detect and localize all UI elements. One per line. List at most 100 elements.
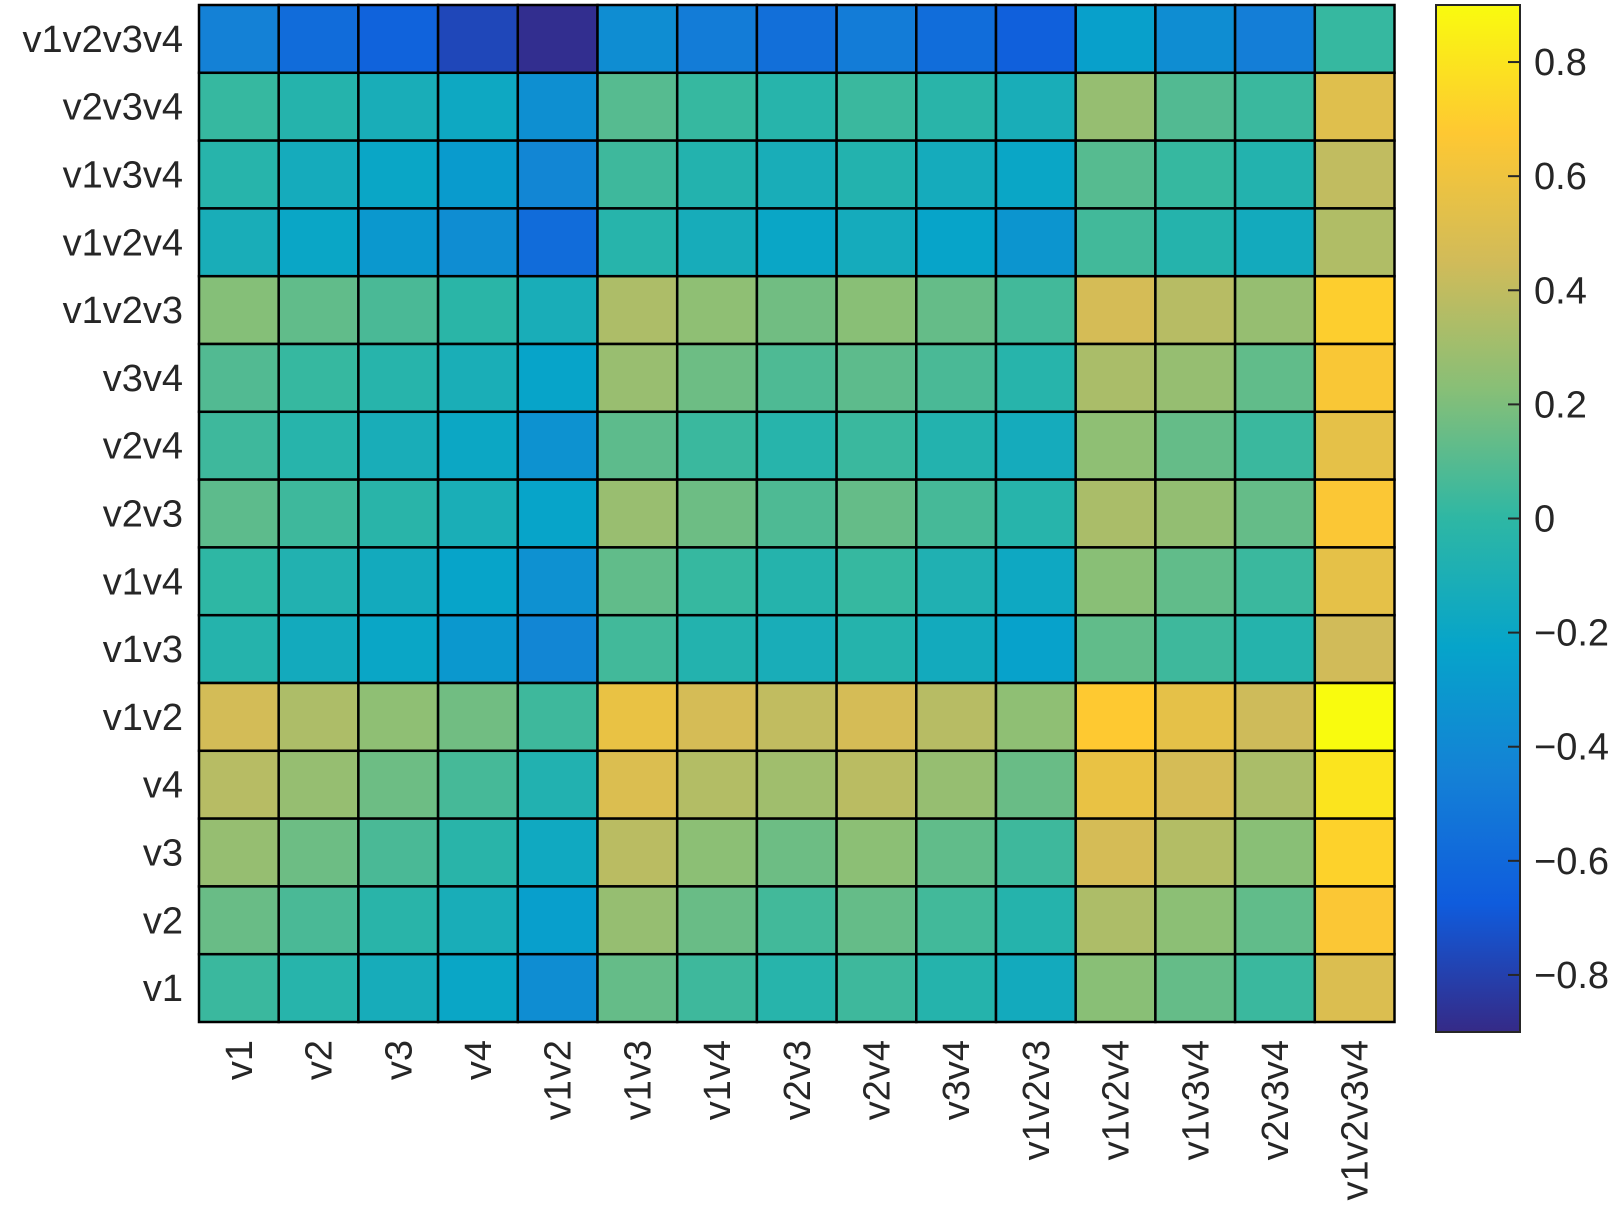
heatmap-cell: [1313, 342, 1396, 414]
heatmap-cell: [1154, 342, 1237, 414]
x-tick-label: v3v4: [936, 1040, 978, 1120]
heatmap-cell: [436, 613, 520, 685]
heatmap-cell: [1313, 139, 1396, 210]
heatmap-cell: [277, 207, 360, 278]
colorbar: [1435, 4, 1521, 1033]
heatmap-cell: [357, 342, 440, 414]
heatmap-cell: [436, 681, 520, 753]
heatmap-cells: [197, 3, 1396, 1024]
heatmap-cell: [994, 749, 1077, 820]
x-tick-label: v1v2: [538, 1040, 580, 1120]
y-tick-label: v2v3v4: [63, 87, 183, 129]
heatmap-cell: [675, 613, 759, 685]
heatmap-cell: [994, 207, 1077, 278]
heatmap-cell: [357, 207, 440, 278]
heatmap-cell: [675, 749, 759, 820]
colorbar-tick-label: 0.4: [1534, 270, 1587, 312]
heatmap-cell: [357, 546, 440, 617]
heatmap-cell: [915, 478, 998, 549]
y-tick-label: v4: [143, 765, 183, 807]
heatmap-cell: [755, 207, 838, 278]
y-tick-label: v3: [143, 833, 183, 875]
heatmap-cell: [1313, 3, 1396, 75]
heatmap-cell: [915, 342, 998, 414]
heatmap-cell: [596, 478, 679, 549]
heatmap-cell: [675, 681, 759, 753]
heatmap-cell: [994, 613, 1077, 685]
heatmap-cell: [755, 71, 838, 142]
heatmap-cell: [197, 274, 280, 346]
heatmap-cell: [357, 478, 440, 549]
heatmap-cell: [755, 817, 838, 888]
heatmap-cell: [1074, 681, 1157, 753]
x-tick-label: v1v2v3v4: [1335, 1040, 1377, 1201]
heatmap-cell: [1074, 207, 1157, 278]
heatmap-cell: [1233, 546, 1317, 617]
heatmap-cell: [1233, 342, 1317, 414]
heatmap-cell: [596, 71, 679, 142]
heatmap-cell: [915, 546, 998, 617]
heatmap-cell: [357, 613, 440, 685]
colorbar-tick-label: 0.6: [1534, 156, 1587, 198]
heatmap-cell: [1154, 681, 1237, 753]
heatmap-cell: [1154, 546, 1237, 617]
heatmap-cell: [835, 342, 918, 414]
y-tick-label: v1: [143, 968, 183, 1010]
heatmap-cell: [835, 274, 918, 346]
heatmap-cell: [357, 274, 440, 346]
heatmap-cell: [675, 885, 759, 956]
heatmap-cell: [1233, 478, 1317, 549]
heatmap-cell: [994, 546, 1077, 617]
heatmap-cell: [596, 207, 679, 278]
heatmap-cell: [915, 952, 998, 1024]
heatmap-cell: [197, 613, 280, 685]
heatmap-cell: [1233, 681, 1317, 753]
heatmap-cell: [915, 749, 998, 820]
heatmap-cell: [1233, 952, 1317, 1024]
x-tick-label: v1v2v4: [1096, 1040, 1138, 1160]
heatmap-cell: [915, 613, 998, 685]
heatmap-cell: [915, 817, 998, 888]
heatmap-cell: [1233, 3, 1317, 75]
heatmap-cell: [197, 478, 280, 549]
heatmap-cell: [835, 478, 918, 549]
y-tick-label: v1v2: [103, 697, 183, 739]
heatmap-cell: [755, 139, 838, 210]
y-tick-label: v1v2v3: [63, 290, 183, 332]
heatmap-cell: [1233, 410, 1317, 481]
x-axis-tick-labels: v1 v2 v3 v4 v1v2 v1v3 v1v4 v2v3 v2v4 v3v4 v1v2v3 v1…: [219, 1040, 1377, 1201]
heatmap-cell: [516, 274, 599, 346]
heatmap-cell: [197, 71, 280, 142]
x-tick-label: v1: [219, 1040, 261, 1080]
heatmap-cell: [1154, 952, 1237, 1024]
heatmap-cell: [516, 478, 599, 549]
heatmap-cell: [1154, 885, 1237, 956]
x-tick-label: v2v3: [777, 1040, 819, 1120]
heatmap-cell: [755, 749, 838, 820]
heatmap-cell: [1074, 71, 1157, 142]
heatmap-cell: [197, 3, 280, 75]
heatmap-cell: [197, 139, 280, 210]
colorbar-tick-label: 0.8: [1534, 42, 1587, 84]
heatmap-cell: [596, 546, 679, 617]
x-tick-label: v2v4: [856, 1040, 898, 1120]
heatmap-cell: [596, 749, 679, 820]
heatmap-cell: [357, 952, 440, 1024]
heatmap-cell: [1313, 410, 1396, 481]
heatmap-cell: [596, 3, 679, 75]
heatmap-cell: [994, 885, 1077, 956]
heatmap-cell: [277, 274, 360, 346]
heatmap-cell: [277, 3, 360, 75]
heatmap-cell: [915, 207, 998, 278]
heatmap-cell: [516, 546, 599, 617]
heatmap-cell: [277, 139, 360, 210]
heatmap-cell: [835, 207, 918, 278]
heatmap-cell: [596, 613, 679, 685]
heatmap-cell: [516, 817, 599, 888]
heatmap-cell: [915, 3, 998, 75]
heatmap-cell: [755, 410, 838, 481]
heatmap-cell: [1074, 613, 1157, 685]
heatmap-cell: [1233, 749, 1317, 820]
heatmap-cell: [516, 410, 599, 481]
